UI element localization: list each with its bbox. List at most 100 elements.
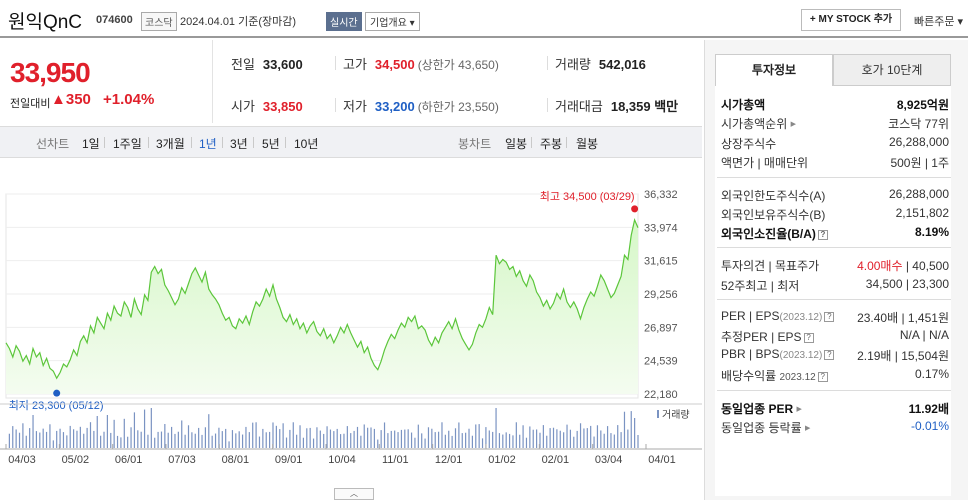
volume-bar xyxy=(437,431,440,448)
prev-close: 전일 33,600 xyxy=(231,57,303,72)
volume-bar xyxy=(204,427,207,448)
chart-period-bar: 선차트 1일 1주일 3개월 1년 3년 5년 10년 봉차트 일봉 주봉 월봉 xyxy=(0,126,702,158)
period-1w[interactable]: 1주일 xyxy=(113,137,142,151)
volume-bar xyxy=(164,424,166,448)
price-area xyxy=(6,219,638,394)
volume-bar xyxy=(39,432,41,448)
opinion-row: 투자의견 | 목표주가 4.00매수 | 40,500 xyxy=(721,259,949,273)
volume-bar xyxy=(255,422,257,448)
volume-bar xyxy=(620,432,622,448)
realtime-button[interactable]: 실시간 xyxy=(326,12,362,31)
candle-monthly[interactable]: 월봉 xyxy=(576,137,599,151)
volume-bar xyxy=(360,435,362,448)
market-cap-row: 시가총액 8,925억원 xyxy=(721,98,949,112)
volume-bar xyxy=(441,422,443,448)
volume-bar xyxy=(343,433,345,448)
volume-bar xyxy=(370,427,372,448)
volume-bar xyxy=(157,431,159,448)
period-3m[interactable]: 3개월 xyxy=(156,137,185,151)
volume-bar xyxy=(238,431,240,448)
volume-bar xyxy=(302,437,305,448)
volume-bar xyxy=(566,424,568,448)
volume-bar xyxy=(130,427,132,448)
volume-bar xyxy=(606,426,609,448)
period-1y[interactable]: 1년 xyxy=(199,137,217,151)
help-icon[interactable]: ? xyxy=(824,312,835,322)
line-chart-label: 선차트 xyxy=(36,137,70,151)
help-icon[interactable]: ? xyxy=(817,230,828,240)
sector-per-row[interactable]: 동일업종 PER ▶ 11.92배 xyxy=(721,402,949,416)
arrow-right-icon: ▶ xyxy=(790,121,796,128)
volume-bar xyxy=(62,432,65,448)
volume-bar xyxy=(143,409,146,448)
market-cap-rank-row[interactable]: 시가총액순위 ▶ 코스닥 77위 xyxy=(721,117,949,131)
volume-bar xyxy=(536,429,538,448)
volume-bar xyxy=(579,423,582,448)
volume-bar xyxy=(617,425,619,448)
sector-rate-row[interactable]: 동일업종 등락률 ▶ -0.01% xyxy=(721,419,949,435)
help-icon[interactable]: ? xyxy=(824,350,835,360)
foreign-ratio-row: 외국인소진율(B/A)? 8.19% xyxy=(721,225,949,241)
volume-bar xyxy=(191,432,193,448)
candle-weekly[interactable]: 주봉 xyxy=(540,137,563,151)
volume-bar xyxy=(596,425,599,448)
add-mystock-button[interactable]: + MY STOCK 추가 xyxy=(801,9,901,31)
volume-bar xyxy=(8,433,10,448)
y-tick-label: 36,332 xyxy=(644,189,678,201)
help-icon[interactable]: ? xyxy=(803,333,814,343)
volume-bar xyxy=(404,429,406,448)
high-price: 고가 34,500 (상한가 43,650) xyxy=(343,57,499,72)
volume-bar xyxy=(316,427,318,448)
period-3y[interactable]: 3년 xyxy=(230,137,248,151)
volume-bar xyxy=(387,433,389,448)
volume-bar xyxy=(282,423,284,448)
quick-order-button[interactable]: 빠른주문 ▾ xyxy=(914,16,964,28)
collapse-chart-button[interactable]: ︿ xyxy=(334,488,374,500)
volume-bar xyxy=(137,430,139,448)
market-badge: 코스닥 xyxy=(141,12,177,31)
help-icon[interactable]: ? xyxy=(817,372,828,382)
period-5y[interactable]: 5년 xyxy=(262,137,280,151)
period-10y[interactable]: 10년 xyxy=(294,137,319,151)
volume-bar xyxy=(630,411,632,448)
volume-bar xyxy=(373,428,375,448)
volume-bar xyxy=(427,427,430,448)
volume-bar xyxy=(323,433,325,448)
volume-bar xyxy=(258,436,261,448)
volume-bar xyxy=(552,427,555,448)
volume-bar xyxy=(515,422,517,448)
candle-daily[interactable]: 일봉 xyxy=(505,137,528,151)
volume-bar xyxy=(140,431,142,448)
volume-bar xyxy=(434,432,436,448)
volume-bar xyxy=(498,433,501,448)
volume-bar xyxy=(221,431,223,448)
volume-bar xyxy=(593,436,595,448)
x-tick-label: 07/03 xyxy=(168,454,196,466)
tab-investment-info[interactable]: 투자정보 xyxy=(715,54,833,86)
volume-bar xyxy=(407,429,409,448)
candle-chart-label: 봉차트 xyxy=(458,137,492,151)
y-tick-label: 31,615 xyxy=(644,256,678,268)
tab-orderbook-10[interactable]: 호가 10단계 xyxy=(833,54,951,86)
volume-bar xyxy=(147,434,149,448)
volume-bar xyxy=(424,438,426,448)
volume-bar xyxy=(454,428,457,448)
volume-bar xyxy=(542,425,544,448)
x-tick-label: 05/02 xyxy=(62,454,90,466)
volume-bar xyxy=(397,432,399,448)
x-tick-label: 06/01 xyxy=(115,454,143,466)
volume-bar xyxy=(637,435,639,448)
volume-bar xyxy=(350,433,352,448)
volume-bar xyxy=(471,435,473,448)
volume-bar xyxy=(367,427,369,448)
company-info-dropdown[interactable]: 기업개요 ▾ xyxy=(365,12,420,31)
period-1d[interactable]: 1일 xyxy=(82,137,100,151)
volume-bar xyxy=(171,426,173,448)
volume-bar xyxy=(353,430,355,448)
volume-bar xyxy=(184,434,186,448)
volume-bar xyxy=(451,435,453,448)
volume-bar xyxy=(208,414,210,448)
price-chart[interactable]: 36,332 33,974 31,615 29,256 26,897 24,539 22,1… xyxy=(0,158,702,500)
volume-bar xyxy=(549,428,551,448)
y-tick-label: 33,974 xyxy=(644,222,678,234)
